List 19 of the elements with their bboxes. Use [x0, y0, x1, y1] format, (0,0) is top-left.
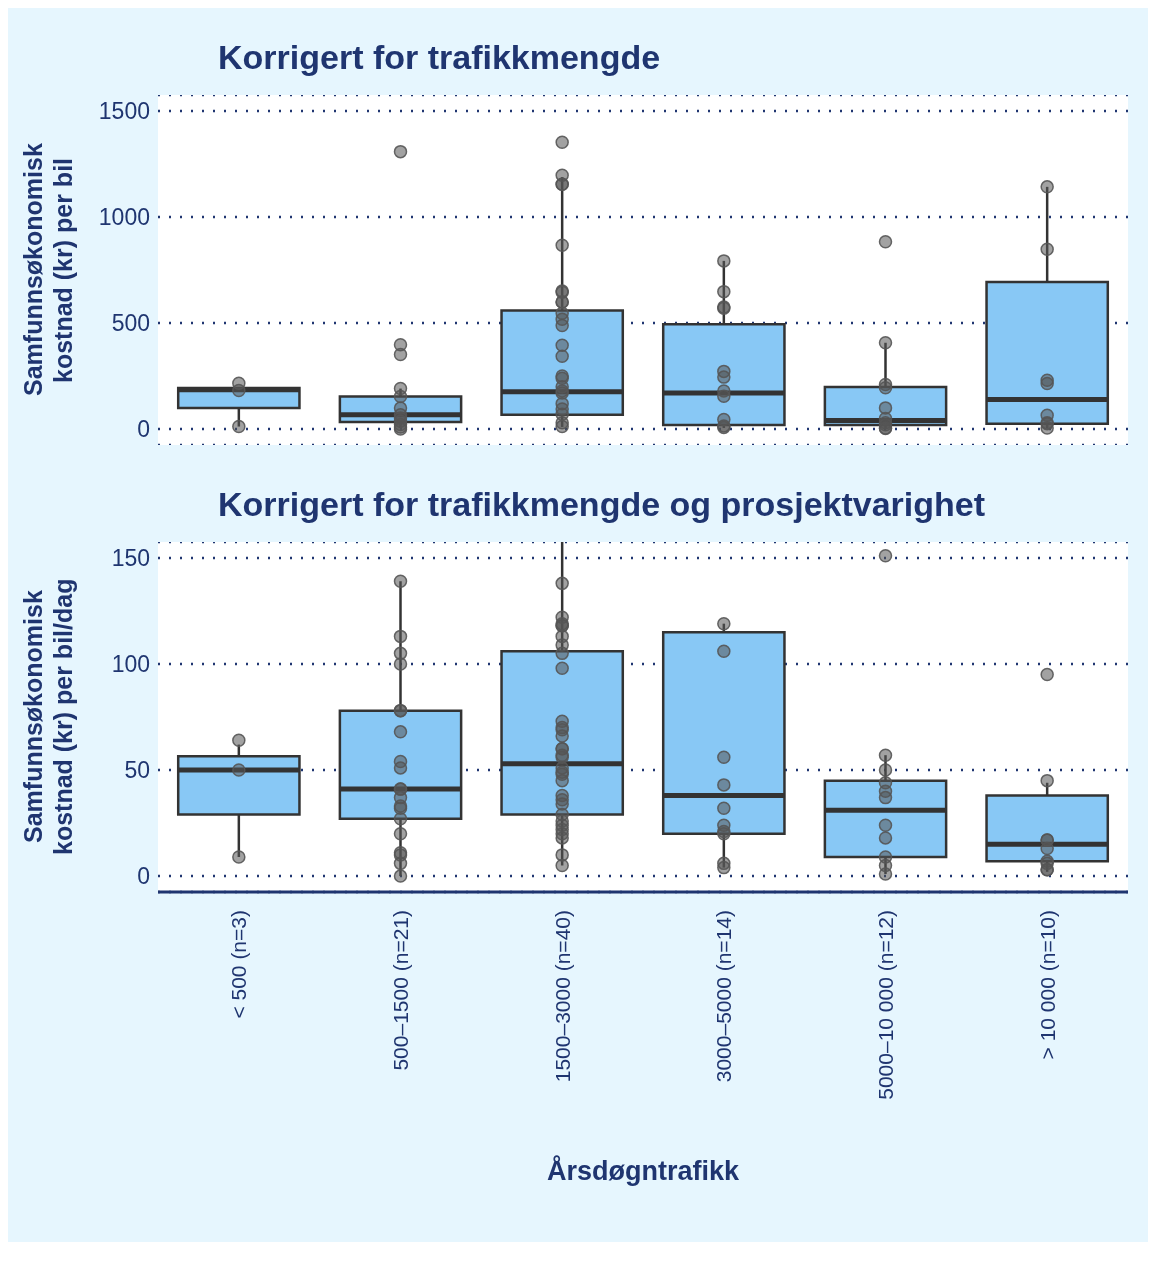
y-tick-label: 500	[111, 310, 150, 337]
x-tick-label: 5000–10 000 (n=12)	[874, 910, 897, 1100]
y-tick-label: 0	[137, 863, 150, 890]
chart-title: Korrigert for trafikkmengde	[218, 38, 662, 77]
y-tick-label: 100	[111, 651, 150, 678]
x-tick-label: < 500 (n=3)	[227, 910, 251, 1019]
x-tick-label: 500–1500 (n=21)	[389, 910, 412, 1071]
y-tick-label: 0	[137, 416, 150, 443]
y-axis-title: Samfunnsøkonomisk kostnad (kr) per bil/dag	[18, 577, 78, 858]
y-tick-label: 1000	[98, 204, 150, 231]
y-tick-label: 50	[124, 757, 150, 784]
x-tick-label: > 10 000 (n=10)	[1035, 910, 1059, 1060]
x-axis-title: Årsdøgntrafikk	[546, 1155, 740, 1186]
y-axis-title: Samfunnsøkonomisk kostnad (kr) per bil	[18, 142, 78, 399]
y-tick-label: 1500	[98, 98, 150, 125]
chart-title: Korrigert for trafikkmengde og prosjektvarighet	[218, 485, 987, 524]
y-tick-label: 150	[111, 545, 150, 572]
x-tick-label: 3000–5000 (n=14)	[712, 910, 736, 1083]
x-tick-label: 1500–3000 (n=40)	[550, 910, 574, 1083]
